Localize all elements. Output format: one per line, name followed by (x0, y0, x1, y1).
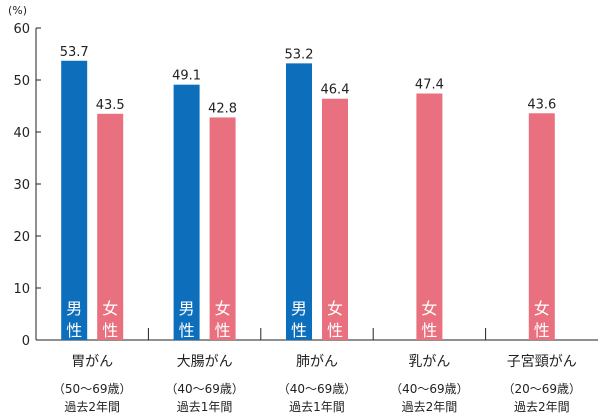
category-age-range: （50〜69歳） (53, 382, 132, 396)
category-period: 過去2年間 (514, 400, 570, 414)
bar-value-label: 43.5 (96, 98, 125, 113)
y-unit-label: (%) (8, 4, 27, 17)
bar-value-label: 42.8 (208, 101, 237, 116)
bar-series-label: 男 (179, 299, 195, 318)
bar-female (528, 113, 555, 340)
category-age-range: （40〜69歳） (390, 382, 469, 396)
bar-series-label: 性 (66, 321, 82, 340)
y-tick-label: 60 (13, 22, 30, 37)
bar-series-label: 女 (327, 299, 343, 318)
bar-series-label: 女 (534, 299, 550, 318)
y-tick-label: 0 (22, 334, 30, 349)
bar-series-label: 女 (215, 299, 231, 318)
category-period: 過去2年間 (402, 400, 458, 414)
bar-female (209, 117, 236, 340)
bar-series-label: 性 (421, 321, 437, 340)
bar-layer: 53.7男性43.5女性49.1男性42.8女性53.2男性46.4女性47.4… (60, 45, 556, 341)
bar-male (61, 60, 88, 340)
bar-value-label: 49.1 (172, 69, 201, 84)
category-label: 肺がん (296, 354, 338, 370)
category-label: 子宮頸がん (507, 354, 577, 370)
bar-series-label: 女 (421, 299, 437, 318)
bar-series-label: 性 (534, 321, 550, 340)
bar-value-label: 53.7 (60, 45, 89, 60)
category-layer: 胃がん （50〜69歳） 過去2年間 大腸がん （40〜69歳） 過去1年間 肺がん （40〜… (53, 354, 581, 414)
category-period: 過去1年間 (177, 400, 233, 414)
bar-female (416, 93, 443, 341)
bar-series-label: 男 (291, 299, 307, 318)
bar-value-label: 46.4 (321, 83, 350, 98)
bar-series-label: 性 (179, 321, 195, 340)
category-label: 大腸がん (177, 354, 233, 370)
y-tick-label: 10 (13, 282, 30, 297)
category-label: 胃がん (71, 354, 113, 370)
y-tick-label: 30 (13, 178, 30, 193)
bar-male (173, 84, 200, 341)
bar-female (97, 113, 124, 340)
y-tick-label: 40 (13, 126, 30, 141)
bar-value-label: 43.6 (527, 97, 556, 112)
bar-series-label: 性 (291, 321, 307, 340)
category-period: 過去2年間 (64, 400, 120, 414)
bar-series-label: 性 (102, 321, 118, 340)
bar-value-label: 53.2 (285, 47, 314, 62)
bar-series-label: 性 (327, 321, 343, 340)
category-age-range: （40〜69歳） (278, 382, 357, 396)
category-period: 過去1年間 (289, 400, 345, 414)
bar-female (322, 98, 348, 340)
bar-series-label: 女 (102, 299, 118, 318)
bar-male (286, 63, 312, 341)
category-age-range: （20〜69歳） (503, 382, 582, 396)
bar-series-label: 男 (66, 299, 82, 318)
y-tick-label: 50 (13, 74, 30, 89)
y-tick-label: 20 (13, 230, 30, 245)
category-label: 乳がん (408, 354, 450, 370)
bar-series-label: 性 (215, 321, 231, 340)
axis-layer: 0 10 20 30 40 50 60 (13, 22, 598, 349)
category-age-range: （40〜69歳） (165, 382, 244, 396)
bar-value-label: 47.4 (415, 78, 444, 93)
